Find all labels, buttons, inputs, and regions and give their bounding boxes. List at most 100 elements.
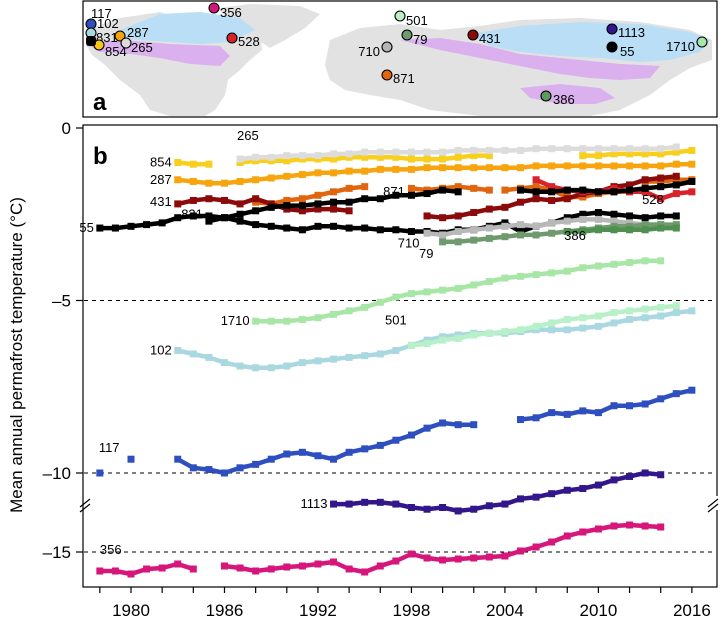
data-point-386 xyxy=(563,228,571,235)
data-point-117 xyxy=(314,452,322,460)
data-point-55 xyxy=(672,212,680,220)
data-point-265 xyxy=(423,148,431,156)
data-point-117 xyxy=(236,464,244,472)
data-point-501 xyxy=(485,329,493,337)
data-point-386 xyxy=(641,226,649,234)
data-point-710 xyxy=(501,222,509,230)
data-point-528 xyxy=(548,183,556,191)
map-site-label: 528 xyxy=(238,34,260,49)
data-point-265 xyxy=(392,148,400,156)
data-point-501 xyxy=(672,302,680,310)
map-continuous-permafrost-eurasia xyxy=(470,22,710,62)
series-label-55: 55 xyxy=(79,220,93,235)
data-point-854 xyxy=(579,152,587,160)
data-point-117 xyxy=(454,421,462,429)
data-point-356 xyxy=(111,567,119,575)
map-site-cluster-marker xyxy=(86,36,96,46)
data-point-265 xyxy=(501,146,509,154)
data-point-831 xyxy=(454,188,462,196)
data-point-287 xyxy=(672,160,680,168)
data-point-1113 xyxy=(501,500,509,508)
data-point-831 xyxy=(252,207,260,215)
data-point-1710 xyxy=(470,281,478,289)
data-point-55 xyxy=(236,217,244,225)
data-point-356 xyxy=(610,522,618,530)
data-point-1113 xyxy=(392,500,400,508)
data-point-831 xyxy=(423,190,431,198)
data-point-265 xyxy=(376,148,384,156)
data-point-79 xyxy=(548,229,556,237)
data-point-1113 xyxy=(470,505,478,513)
data-point-287 xyxy=(485,164,493,172)
data-point-356 xyxy=(485,553,493,561)
data-point-1710 xyxy=(314,314,322,322)
data-point-1113 xyxy=(579,485,587,493)
data-point-431 xyxy=(174,200,182,208)
data-point-1113 xyxy=(454,507,462,515)
map-site-marker xyxy=(381,69,393,81)
data-point-831 xyxy=(626,186,634,194)
data-point-55 xyxy=(345,224,353,232)
data-point-55 xyxy=(392,226,400,234)
data-point-871 xyxy=(298,195,306,203)
data-point-831 xyxy=(361,195,369,203)
data-point-102 xyxy=(330,355,338,363)
series-102 xyxy=(174,307,696,372)
data-point-431 xyxy=(672,172,680,180)
data-point-710 xyxy=(563,217,571,225)
data-point-501 xyxy=(610,309,618,317)
data-point-102 xyxy=(252,364,260,372)
data-point-501 xyxy=(563,315,571,323)
map-site-marker xyxy=(208,2,220,14)
data-point-871 xyxy=(330,188,338,196)
map-site-label: 501 xyxy=(406,13,428,28)
data-point-356 xyxy=(345,565,353,573)
data-point-265 xyxy=(517,146,524,154)
series-label-1710: 1710 xyxy=(221,313,250,328)
data-point-1710 xyxy=(501,274,509,282)
data-point-831 xyxy=(579,186,587,194)
data-point-265 xyxy=(439,148,447,156)
x-tick-label-1980: 1980 xyxy=(112,601,150,620)
data-point-117 xyxy=(283,450,291,458)
map-site-356: 356 xyxy=(208,2,242,20)
map-site-marker xyxy=(226,32,238,44)
data-point-102 xyxy=(267,364,275,372)
data-point-356 xyxy=(143,565,151,573)
data-point-287 xyxy=(423,164,431,172)
data-point-55 xyxy=(626,212,634,220)
data-point-1710 xyxy=(485,278,493,286)
data-point-1113 xyxy=(626,472,634,480)
data-point-287 xyxy=(501,164,509,172)
data-point-356 xyxy=(423,554,431,562)
map-site-label: 102 xyxy=(97,16,119,31)
series-line-102 xyxy=(177,308,693,371)
data-point-710 xyxy=(610,217,618,225)
data-point-117 xyxy=(626,402,634,410)
data-point-431 xyxy=(439,214,447,222)
map-site-label: 386 xyxy=(553,92,575,107)
series-117 xyxy=(96,386,696,477)
series-line-287 xyxy=(177,161,692,186)
data-point-831 xyxy=(330,198,338,206)
data-point-1710 xyxy=(610,260,618,268)
data-point-55 xyxy=(267,222,275,230)
data-point-356 xyxy=(96,567,104,575)
data-point-117 xyxy=(657,395,665,403)
data-point-854 xyxy=(189,160,197,168)
series-label-431: 431 xyxy=(150,194,172,209)
data-point-871 xyxy=(501,186,509,194)
data-point-117 xyxy=(174,455,182,463)
data-point-117 xyxy=(267,455,275,463)
data-point-831 xyxy=(672,181,680,189)
data-point-55 xyxy=(314,222,322,230)
data-point-710 xyxy=(579,215,587,223)
data-point-386 xyxy=(657,224,665,232)
series-831 xyxy=(205,177,696,225)
data-point-265 xyxy=(657,145,665,153)
map-site-431: 431 xyxy=(467,29,501,46)
data-point-117 xyxy=(189,464,197,472)
data-point-431 xyxy=(485,205,493,213)
